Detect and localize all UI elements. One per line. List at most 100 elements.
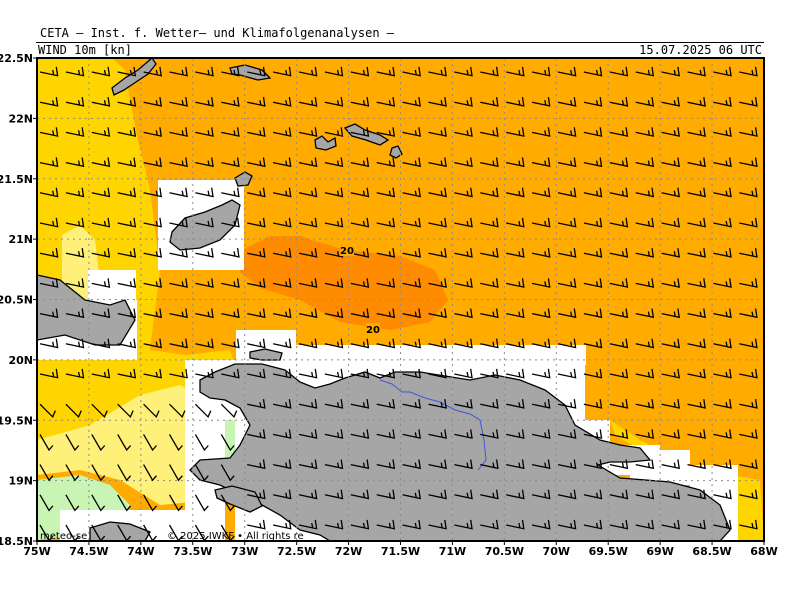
wind-barb xyxy=(350,127,370,137)
wind-barb xyxy=(324,519,344,530)
wind-barb xyxy=(91,338,111,349)
wind-barb xyxy=(454,278,473,288)
wind-barb xyxy=(428,519,447,530)
wind-barb xyxy=(221,97,240,107)
wind-barb xyxy=(428,368,447,379)
wind-barb xyxy=(324,489,344,500)
wind-barb xyxy=(480,157,499,168)
parameter-label: WIND 10m [kn] xyxy=(38,43,132,57)
wind-barb xyxy=(531,368,551,379)
wind-barb xyxy=(143,157,162,168)
wind-barb xyxy=(350,187,370,198)
wind-barb xyxy=(247,429,266,439)
wind-barb xyxy=(402,308,421,319)
wind-barb xyxy=(583,157,603,168)
longitude-tick-label: 73W xyxy=(231,545,258,558)
wind-barb xyxy=(454,127,473,137)
land-gonave-island xyxy=(214,485,263,513)
latitude-labels: 22.5N 22N 21.5N 21N 20.5N 20N 19.5N 19N 18.5N xyxy=(0,52,37,548)
wind-barb xyxy=(531,338,551,349)
wind-barb xyxy=(506,157,525,168)
wind-barb xyxy=(531,217,551,228)
wind-barb xyxy=(583,489,603,500)
map-title: CETA — Inst. f. Wetter— und Klimafolgena… xyxy=(40,26,395,40)
wind-barb xyxy=(402,248,421,258)
wind-barb xyxy=(454,429,473,439)
wind-barb xyxy=(609,368,629,379)
wind-barb xyxy=(739,278,758,288)
latitude-tick-label: 21N xyxy=(8,233,33,246)
wind-barb xyxy=(39,403,56,419)
wind-barb xyxy=(324,127,344,137)
wind-barb xyxy=(39,217,59,228)
wind-barb xyxy=(221,338,240,349)
wind-barb xyxy=(609,489,629,500)
wind-barb xyxy=(557,248,577,258)
wind-barb xyxy=(65,97,85,107)
wind-barb xyxy=(713,399,732,409)
wind-barb xyxy=(272,519,292,530)
wind-barb xyxy=(402,459,421,470)
wind-barb xyxy=(506,459,525,470)
longitude-tick-label: 70.5W xyxy=(485,545,524,558)
wind-barb xyxy=(272,489,292,500)
wind-barb xyxy=(39,97,59,107)
wind-barb xyxy=(350,66,370,77)
wind-barb xyxy=(609,187,629,198)
wind-barb xyxy=(169,217,188,228)
wind-barb xyxy=(687,459,706,470)
wind-barb xyxy=(739,217,758,228)
wind-barb xyxy=(39,66,59,77)
wind-barb xyxy=(428,97,447,107)
wind-barb xyxy=(91,127,111,137)
wind-barb xyxy=(350,459,370,470)
wind-barb xyxy=(376,308,396,319)
wind-barb xyxy=(194,434,209,452)
wind-barb xyxy=(195,217,214,228)
wind-barb xyxy=(91,278,111,288)
source-label: meteo-se xyxy=(40,531,87,542)
wind-barb xyxy=(272,157,292,168)
wind-barb xyxy=(324,308,344,319)
wind-barb xyxy=(272,429,292,439)
wind-barb xyxy=(350,308,370,319)
wind-barb xyxy=(454,157,473,168)
wind-barb xyxy=(583,248,603,258)
wind-barb xyxy=(531,157,551,168)
wind-barb xyxy=(220,464,235,482)
wind-barb xyxy=(661,278,680,288)
wind-barb xyxy=(169,368,188,379)
latitude-tick-label: 19N xyxy=(8,475,33,488)
wind-barb xyxy=(39,338,59,349)
wind-barb xyxy=(454,217,473,228)
wind-barb xyxy=(661,338,680,349)
longitude-tick-label: 69.5W xyxy=(589,545,628,558)
latitude-tick-label: 22.5N xyxy=(0,52,33,65)
wind-barb xyxy=(221,157,240,168)
wind-barb xyxy=(376,489,396,500)
wind-barb xyxy=(506,338,525,349)
wind-barb xyxy=(583,217,603,228)
wind-barb xyxy=(557,489,577,500)
wind-barb xyxy=(65,278,85,288)
wind-barb xyxy=(428,248,447,258)
wind-barb xyxy=(713,248,732,258)
wind-barb xyxy=(609,399,629,409)
wind-barb xyxy=(609,127,629,137)
wind-barb xyxy=(531,399,551,409)
wind-barb xyxy=(143,127,162,137)
wind-barb xyxy=(454,459,473,470)
wind-barb xyxy=(739,157,758,168)
wind-barb xyxy=(480,248,499,258)
wind-barb xyxy=(169,248,188,258)
wind-barb xyxy=(221,217,240,228)
wind-barb xyxy=(272,248,292,258)
wind-barb xyxy=(480,187,499,198)
wind-barb xyxy=(298,187,318,198)
wind-barb xyxy=(531,429,551,439)
wind-barb xyxy=(506,127,525,137)
wind-barb xyxy=(531,66,551,77)
wind-barb xyxy=(194,494,209,512)
river xyxy=(379,379,487,471)
wind-barb xyxy=(65,308,85,319)
